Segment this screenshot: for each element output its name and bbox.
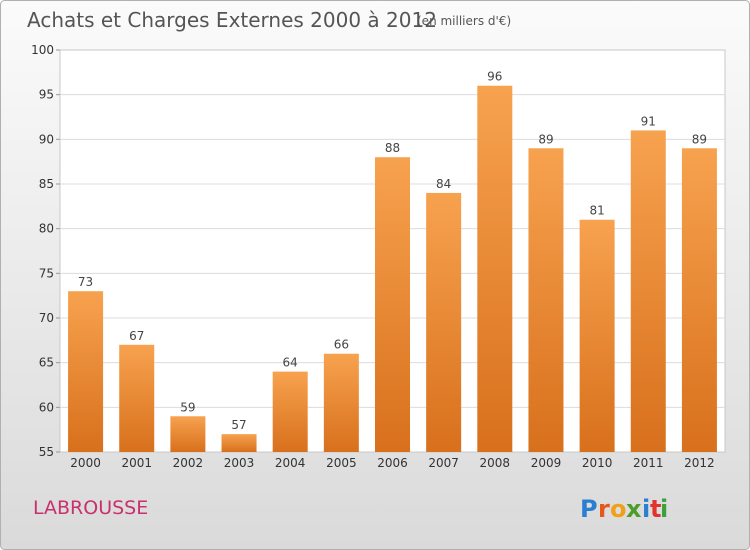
- bar-2012: [681, 148, 717, 452]
- value-label-2011: 91: [641, 114, 656, 128]
- y-tick-label-80: 80: [39, 222, 54, 236]
- y-tick-label-55: 55: [39, 445, 54, 459]
- bar-2006: [375, 157, 410, 452]
- value-label-2000: 73: [78, 275, 93, 289]
- value-label-2005: 66: [334, 338, 349, 352]
- brand-letter-3: x: [626, 495, 642, 523]
- brand-letter-2: o: [610, 495, 627, 523]
- value-labels: 73 67 59 57 64 66 88 84 96 89 81 91 89: [78, 70, 707, 432]
- bar-2011: [630, 130, 666, 452]
- y-tick-label-95: 95: [39, 88, 54, 102]
- y-tick-label-85: 85: [39, 177, 54, 191]
- y-tick-label-90: 90: [39, 132, 54, 146]
- y-tick-label-65: 65: [39, 356, 54, 370]
- value-label-2008: 96: [487, 70, 502, 84]
- brand-letter-5: t: [650, 495, 661, 523]
- chart-subtitle: (en milliers d'€): [417, 14, 511, 28]
- chart-title: Achats et Charges Externes 2000 à 2012: [27, 8, 437, 32]
- x-tick-label-2000: 2000: [70, 456, 101, 470]
- x-tick-label-2001: 2001: [121, 456, 152, 470]
- bars: [68, 85, 717, 452]
- bar-2000: [68, 291, 104, 452]
- x-tick-label-2002: 2002: [173, 456, 204, 470]
- x-tick-label-2009: 2009: [531, 456, 562, 470]
- x-tick-label-2006: 2006: [377, 456, 408, 470]
- x-tick-label-2004: 2004: [275, 456, 306, 470]
- place-name: LABROUSSE: [33, 497, 148, 519]
- value-label-2006: 88: [385, 141, 400, 155]
- x-tick-label-2003: 2003: [224, 456, 255, 470]
- bar-2001: [119, 344, 155, 452]
- x-tick-label-2005: 2005: [326, 456, 357, 470]
- value-label-2007: 84: [436, 177, 451, 191]
- y-tick-label-75: 75: [39, 266, 54, 280]
- bar-2003: [221, 434, 257, 452]
- value-label-2001: 67: [129, 329, 144, 343]
- x-tick-label-2010: 2010: [582, 456, 613, 470]
- brand-letter-6: i: [660, 495, 668, 523]
- value-label-2004: 64: [283, 356, 298, 370]
- brand-letter-4: i: [642, 495, 650, 523]
- x-tick-label-2011: 2011: [633, 456, 664, 470]
- bar-2009: [528, 148, 564, 452]
- value-label-2010: 81: [589, 204, 604, 218]
- x-tick-label-2012: 2012: [684, 456, 715, 470]
- bar-2007: [426, 192, 462, 452]
- bar-2004: [272, 371, 308, 452]
- y-tick-label-70: 70: [39, 311, 54, 325]
- y-tick-label-100: 100: [31, 43, 54, 57]
- x-tick-label-2007: 2007: [428, 456, 459, 470]
- x-axis-ticks: 2000 2001 2002 2003 2004 2005 2006 2007 2008 2009…: [70, 456, 714, 470]
- brand-letter-0: P: [580, 495, 598, 523]
- bar-2002: [170, 416, 206, 452]
- value-label-2002: 59: [180, 400, 195, 414]
- y-tick-label-60: 60: [39, 400, 54, 414]
- bar-2005: [323, 353, 359, 452]
- value-label-2009: 89: [538, 132, 553, 146]
- value-label-2003: 57: [231, 418, 246, 432]
- bar-2010: [579, 219, 615, 452]
- brand-letter-1: r: [598, 495, 610, 523]
- y-axis-ticks: 55 60 65 70 75 80 85 90 95 100: [31, 43, 60, 459]
- bar-2008: [477, 85, 513, 452]
- x-tick-label-2008: 2008: [480, 456, 511, 470]
- value-label-2012: 89: [692, 132, 707, 146]
